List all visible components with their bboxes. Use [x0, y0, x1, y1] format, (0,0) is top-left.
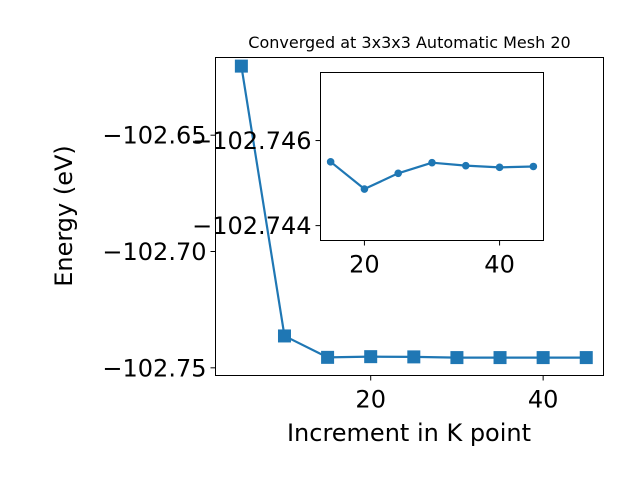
x-axis-label: Increment in K point [287, 419, 531, 447]
data-point [407, 350, 421, 364]
y-tick-label: −102.744 [192, 212, 311, 240]
y-tick-label: −102.70 [102, 238, 206, 266]
main-ticks: 20 40 −102.75 −102.70 −102.65 [102, 122, 558, 414]
data-point [495, 163, 504, 172]
y-axis-label: Energy (eV) [50, 145, 78, 287]
inset-plot: 20 40 −102.746 −102.744 [192, 72, 544, 279]
x-tick-label: 20 [355, 386, 386, 414]
main-plot: Converged at 3x3x3 Automatic Mesh 20 20 4… [50, 33, 604, 447]
x-tick-label: 40 [484, 251, 515, 279]
data-point [536, 351, 550, 365]
data-point [450, 351, 464, 365]
data-point [277, 329, 291, 343]
inset-ticks: 20 40 −102.746 −102.744 [192, 127, 515, 278]
main-plot-frame [215, 57, 604, 376]
x-tick-label: 20 [349, 251, 380, 279]
data-point [579, 351, 593, 365]
data-point [394, 169, 403, 178]
data-point [364, 350, 378, 364]
y-tick-label: −102.75 [102, 354, 206, 382]
data-point [428, 158, 436, 167]
inset-series [326, 158, 538, 193]
y-tick-label: −102.65 [102, 122, 206, 150]
data-point [493, 351, 507, 365]
main-series [234, 59, 593, 365]
inset-plot-frame [320, 72, 544, 241]
data-point [234, 59, 248, 73]
data-point [529, 162, 538, 171]
data-point [326, 158, 335, 166]
x-tick-label: 40 [528, 386, 559, 414]
data-point [360, 185, 369, 193]
y-tick-label: −102.746 [192, 127, 311, 155]
data-point [461, 161, 470, 170]
chart-title: Converged at 3x3x3 Automatic Mesh 20 [248, 33, 570, 52]
data-point [321, 350, 335, 364]
